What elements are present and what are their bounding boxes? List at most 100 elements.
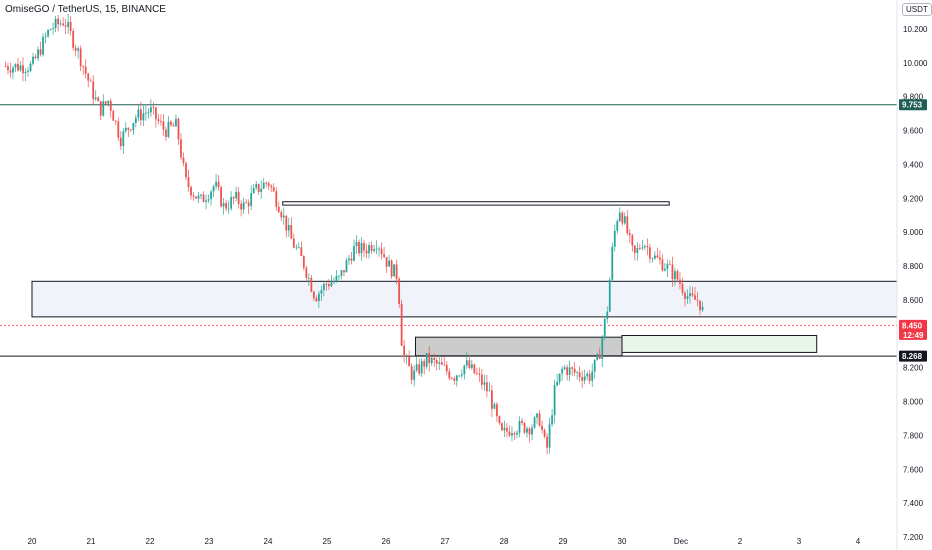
candle: [380, 242, 383, 260]
price-tag-lower[interactable]: 8.268: [899, 350, 927, 362]
candle: [330, 275, 333, 288]
candle: [531, 424, 533, 441]
time-tick-label: 24: [264, 537, 273, 546]
candle: [501, 422, 503, 432]
price-tick-label: 7.600: [903, 465, 924, 474]
candle: [553, 379, 556, 424]
time-tick-label: 28: [500, 537, 509, 546]
price-tick-label: 8.600: [903, 296, 924, 305]
candle: [586, 371, 589, 381]
zone-upper-rectangle[interactable]: [282, 201, 670, 206]
candle: [84, 59, 87, 79]
candle: [616, 218, 619, 234]
candle: [82, 65, 85, 76]
candle: [608, 277, 611, 312]
candle: [220, 185, 222, 208]
candle: [222, 198, 225, 215]
candle: [511, 426, 513, 442]
candle: [340, 269, 343, 280]
candle: [32, 52, 34, 66]
price-tag-upper[interactable]: 9.753: [899, 99, 927, 111]
candle: [144, 104, 147, 121]
candle: [613, 224, 616, 252]
candle: [420, 358, 423, 377]
candle: [345, 257, 348, 273]
time-tick-label: 3: [797, 537, 802, 546]
candle: [109, 98, 112, 118]
candle: [360, 237, 363, 261]
candle: [162, 114, 165, 136]
candle: [307, 273, 310, 286]
candle: [543, 428, 546, 439]
candle: [187, 169, 190, 192]
candle: [4, 61, 7, 68]
candle: [425, 353, 428, 370]
candle: [142, 105, 145, 127]
candle: [435, 357, 438, 371]
candle: [458, 374, 461, 377]
candle: [119, 131, 122, 150]
candle: [260, 180, 263, 199]
price-tick-label: 7.200: [903, 533, 924, 542]
candle: [536, 412, 538, 425]
zone-gray-demand-block[interactable]: [415, 336, 623, 357]
candle: [250, 185, 253, 210]
candle: [581, 370, 584, 389]
candle: [568, 360, 571, 382]
candle: [443, 356, 446, 366]
candle: [358, 239, 360, 257]
candle: [480, 368, 483, 390]
candle: [245, 199, 248, 204]
time-axis[interactable]: 20 21 22 23 24 25 26 27 28 29 30 Dec 2 3 4: [28, 537, 861, 546]
candle: [408, 350, 411, 367]
candle: [671, 256, 674, 287]
candle: [49, 28, 52, 31]
price-tick-label: 8.000: [903, 398, 924, 407]
candle: [149, 99, 152, 117]
candle: [596, 352, 599, 361]
candle: [59, 19, 62, 27]
candle: [468, 354, 471, 370]
candle: [172, 122, 175, 127]
candle: [506, 423, 508, 438]
candle: [606, 306, 609, 324]
candle: [643, 244, 646, 251]
price-axis[interactable]: 10.200 10.000 9.800 9.600 9.400 9.200 9.000 8.8…: [903, 25, 928, 542]
candle: [155, 106, 157, 128]
candle: [335, 270, 338, 283]
candle: [378, 246, 380, 257]
candle: [686, 289, 689, 304]
currency-unit-button[interactable]: USDT: [902, 3, 932, 16]
candle: [7, 62, 9, 75]
candle: [240, 200, 243, 217]
zone-green-box[interactable]: [621, 334, 818, 353]
candle: [102, 94, 105, 117]
candle: [310, 274, 313, 293]
candle: [373, 244, 375, 253]
candle: [576, 370, 579, 380]
candle: [593, 359, 596, 379]
candle: [19, 61, 22, 72]
time-tick-label: 21: [87, 537, 96, 546]
zone-gray-band[interactable]: [31, 280, 898, 318]
price-tick-label: 9.800: [903, 93, 924, 102]
candle: [405, 353, 408, 365]
candle: [453, 376, 456, 385]
candle: [621, 210, 624, 226]
current-price-tag-label: 8.450: [902, 321, 923, 330]
candle: [165, 126, 167, 141]
candle: [99, 101, 102, 121]
candle: [139, 101, 142, 126]
candle: [323, 280, 325, 297]
candle: [180, 133, 182, 161]
candle: [694, 286, 696, 300]
candle: [235, 186, 238, 202]
candle: [297, 242, 300, 249]
candle: [448, 368, 451, 381]
candle: [669, 260, 671, 266]
candle: [478, 367, 481, 382]
candle: [483, 374, 486, 391]
candle: [328, 279, 330, 290]
